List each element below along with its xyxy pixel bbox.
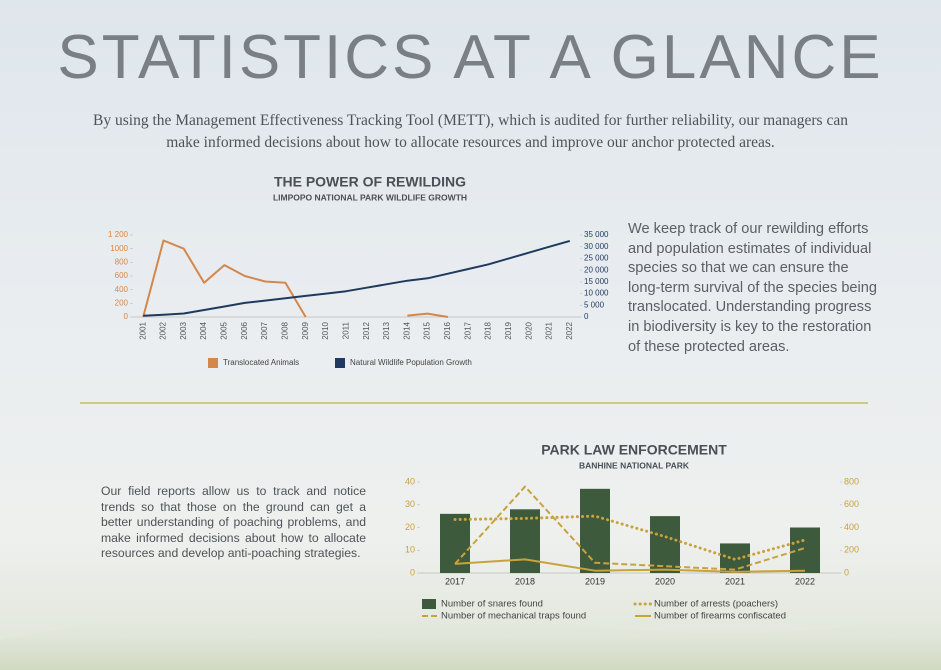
y2-tick-label: 800 — [844, 476, 859, 486]
x-tick-label: 2007 — [260, 321, 269, 339]
x-tick-label: 2003 — [179, 321, 188, 339]
y-tick-label: 1000 — [110, 244, 128, 253]
x-tick-label: 2009 — [301, 321, 310, 339]
y2-tick-label: 35 000 — [584, 230, 609, 239]
y-tick-label: 40 — [405, 476, 415, 486]
y2-tick-label: 25 000 — [584, 254, 609, 263]
x-tick-label: 2018 — [484, 321, 493, 339]
y2-tick-label: 15 000 — [584, 277, 609, 286]
bar — [650, 516, 680, 573]
x-tick-label: 2010 — [321, 321, 330, 339]
line — [455, 559, 805, 572]
y-tick-label: 30 — [405, 499, 415, 509]
x-tick-label: 2001 — [138, 321, 147, 339]
legend-swatch — [422, 599, 436, 609]
legend-swatch — [335, 358, 345, 368]
y-tick-label: 400 — [115, 285, 129, 294]
y2-tick-label: 20 000 — [584, 265, 609, 274]
y-tick-label: 10 — [405, 545, 415, 555]
x-tick-label: 2017 — [445, 576, 465, 586]
x-tick-label: 2021 — [725, 576, 745, 586]
chart-title: PARK LAW ENFORCEMENT — [541, 442, 727, 458]
y2-tick-label: 600 — [844, 499, 859, 509]
y-tick-label: 20 — [405, 522, 415, 532]
x-tick-label: 2018 — [515, 576, 535, 586]
legend-label: Number of snares found — [441, 599, 543, 610]
y-tick-label: 1 200 — [108, 230, 129, 239]
y2-tick-label: 10 000 — [584, 289, 609, 298]
intro-text: By using the Management Effectiveness Tr… — [80, 110, 861, 154]
enforcement-text: Our field reports allow us to track and … — [101, 484, 366, 562]
x-tick-label: 2022 — [565, 321, 574, 339]
line — [455, 516, 805, 559]
y2-tick-label: 400 — [844, 522, 859, 532]
x-tick-label: 2004 — [199, 321, 208, 339]
page: THE POWER OF REWILDING LIMPOPO NATIONAL P… — [0, 0, 941, 670]
y-tick-label: 800 — [115, 257, 129, 266]
x-tick-label: 2002 — [159, 321, 168, 339]
line — [455, 487, 805, 570]
legend-label: Number of mechanical traps found — [441, 611, 586, 622]
line — [143, 241, 570, 316]
x-tick-label: 2019 — [504, 321, 513, 339]
x-tick-label: 2011 — [341, 321, 350, 339]
x-tick-label: 2021 — [545, 321, 554, 339]
line — [143, 241, 448, 318]
x-tick-label: 2022 — [795, 576, 815, 586]
rewilding-text: We keep track of our rewilding efforts a… — [628, 220, 883, 357]
x-tick-label: 2017 — [463, 321, 472, 339]
x-tick-label: 2012 — [362, 321, 371, 339]
y-tick-label: 600 — [115, 271, 129, 280]
x-tick-label: 2015 — [423, 321, 432, 339]
legend-label: Translocated Animals — [223, 358, 299, 367]
bar — [580, 489, 610, 573]
x-tick-label: 2020 — [524, 321, 533, 339]
x-tick-label: 2020 — [655, 576, 675, 586]
legend-label: Number of firearms confiscated — [654, 611, 786, 622]
x-tick-label: 2006 — [240, 321, 249, 339]
x-tick-label: 2019 — [585, 576, 605, 586]
legend-label: Number of arrests (poachers) — [654, 599, 778, 610]
chart-subtitle: LIMPOPO NATIONAL PARK WILDLIFE GROWTH — [273, 192, 467, 202]
x-tick-label: 2008 — [280, 321, 289, 339]
y2-tick-label: 30 000 — [584, 242, 609, 251]
legend-swatch — [208, 358, 218, 368]
x-tick-label: 2014 — [402, 321, 411, 339]
y2-tick-label: 0 — [844, 567, 849, 577]
y-tick-label: 0 — [410, 567, 415, 577]
y2-tick-label: 0 — [584, 312, 589, 321]
page-title: STATISTICS AT A GLANCE — [0, 22, 941, 93]
x-tick-label: 2016 — [443, 321, 452, 339]
y-tick-label: 200 — [115, 298, 129, 307]
y-tick-label: 0 — [124, 312, 129, 321]
y2-tick-label: 200 — [844, 545, 859, 555]
chart-subtitle: BANHINE NATIONAL PARK — [579, 460, 690, 470]
legend-label: Natural Wildlife Population Growth — [350, 358, 472, 367]
y2-tick-label: 5 000 — [584, 300, 605, 309]
x-tick-label: 2013 — [382, 321, 391, 339]
chart-title: THE POWER OF REWILDING — [274, 174, 466, 190]
x-tick-label: 2005 — [220, 321, 229, 339]
